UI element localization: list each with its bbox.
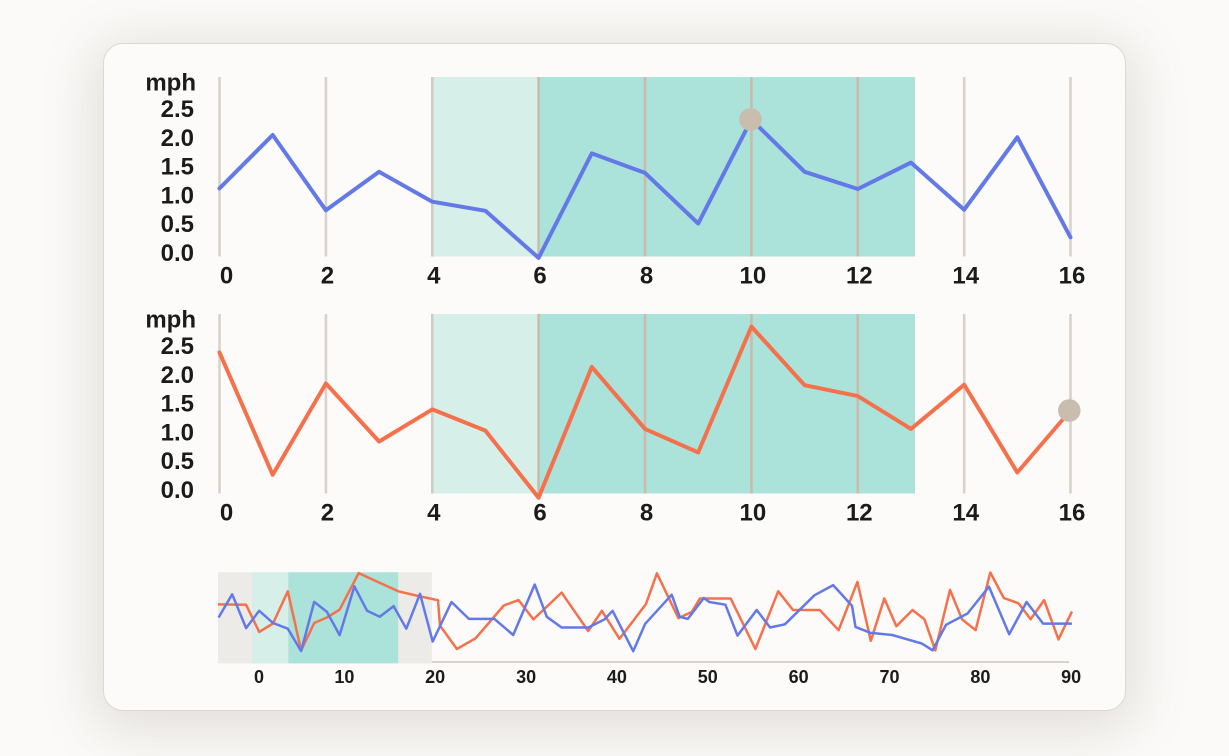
svg-text:10: 10 [334,667,354,687]
svg-text:mph: mph [145,307,196,334]
svg-text:0.0: 0.0 [161,240,194,267]
svg-text:0: 0 [254,667,264,687]
svg-text:2: 2 [321,263,334,290]
svg-text:60: 60 [789,667,809,687]
svg-text:2.5: 2.5 [161,96,194,123]
svg-text:6: 6 [533,500,546,527]
svg-text:0.5: 0.5 [161,211,194,238]
svg-text:2: 2 [321,500,334,527]
svg-text:8: 8 [640,500,653,527]
svg-text:4: 4 [427,263,441,290]
svg-text:20: 20 [425,667,445,687]
svg-text:0: 0 [220,500,233,527]
svg-text:0.0: 0.0 [161,477,194,504]
svg-text:16: 16 [1059,500,1086,527]
svg-text:16: 16 [1059,263,1086,290]
svg-text:1.0: 1.0 [161,182,194,209]
svg-text:2.0: 2.0 [161,362,194,389]
svg-text:14: 14 [952,500,979,527]
svg-text:10: 10 [740,263,767,290]
svg-text:50: 50 [698,667,718,687]
svg-text:70: 70 [879,667,899,687]
svg-text:12: 12 [846,500,873,527]
svg-text:1.5: 1.5 [161,154,194,181]
svg-text:10: 10 [740,500,767,527]
svg-text:2.5: 2.5 [161,333,194,360]
svg-text:40: 40 [607,667,627,687]
svg-text:4: 4 [427,500,441,527]
svg-text:90: 90 [1061,667,1081,687]
svg-text:0.5: 0.5 [161,448,194,475]
svg-text:mph: mph [145,70,196,97]
svg-text:6: 6 [533,263,546,290]
svg-text:14: 14 [952,263,979,290]
svg-text:8: 8 [640,263,653,290]
svg-text:2.0: 2.0 [161,125,194,152]
svg-text:1.0: 1.0 [161,419,194,446]
svg-text:1.5: 1.5 [161,391,194,418]
svg-text:12: 12 [846,263,873,290]
svg-text:30: 30 [516,667,536,687]
svg-text:80: 80 [970,667,990,687]
svg-text:0: 0 [220,263,233,290]
